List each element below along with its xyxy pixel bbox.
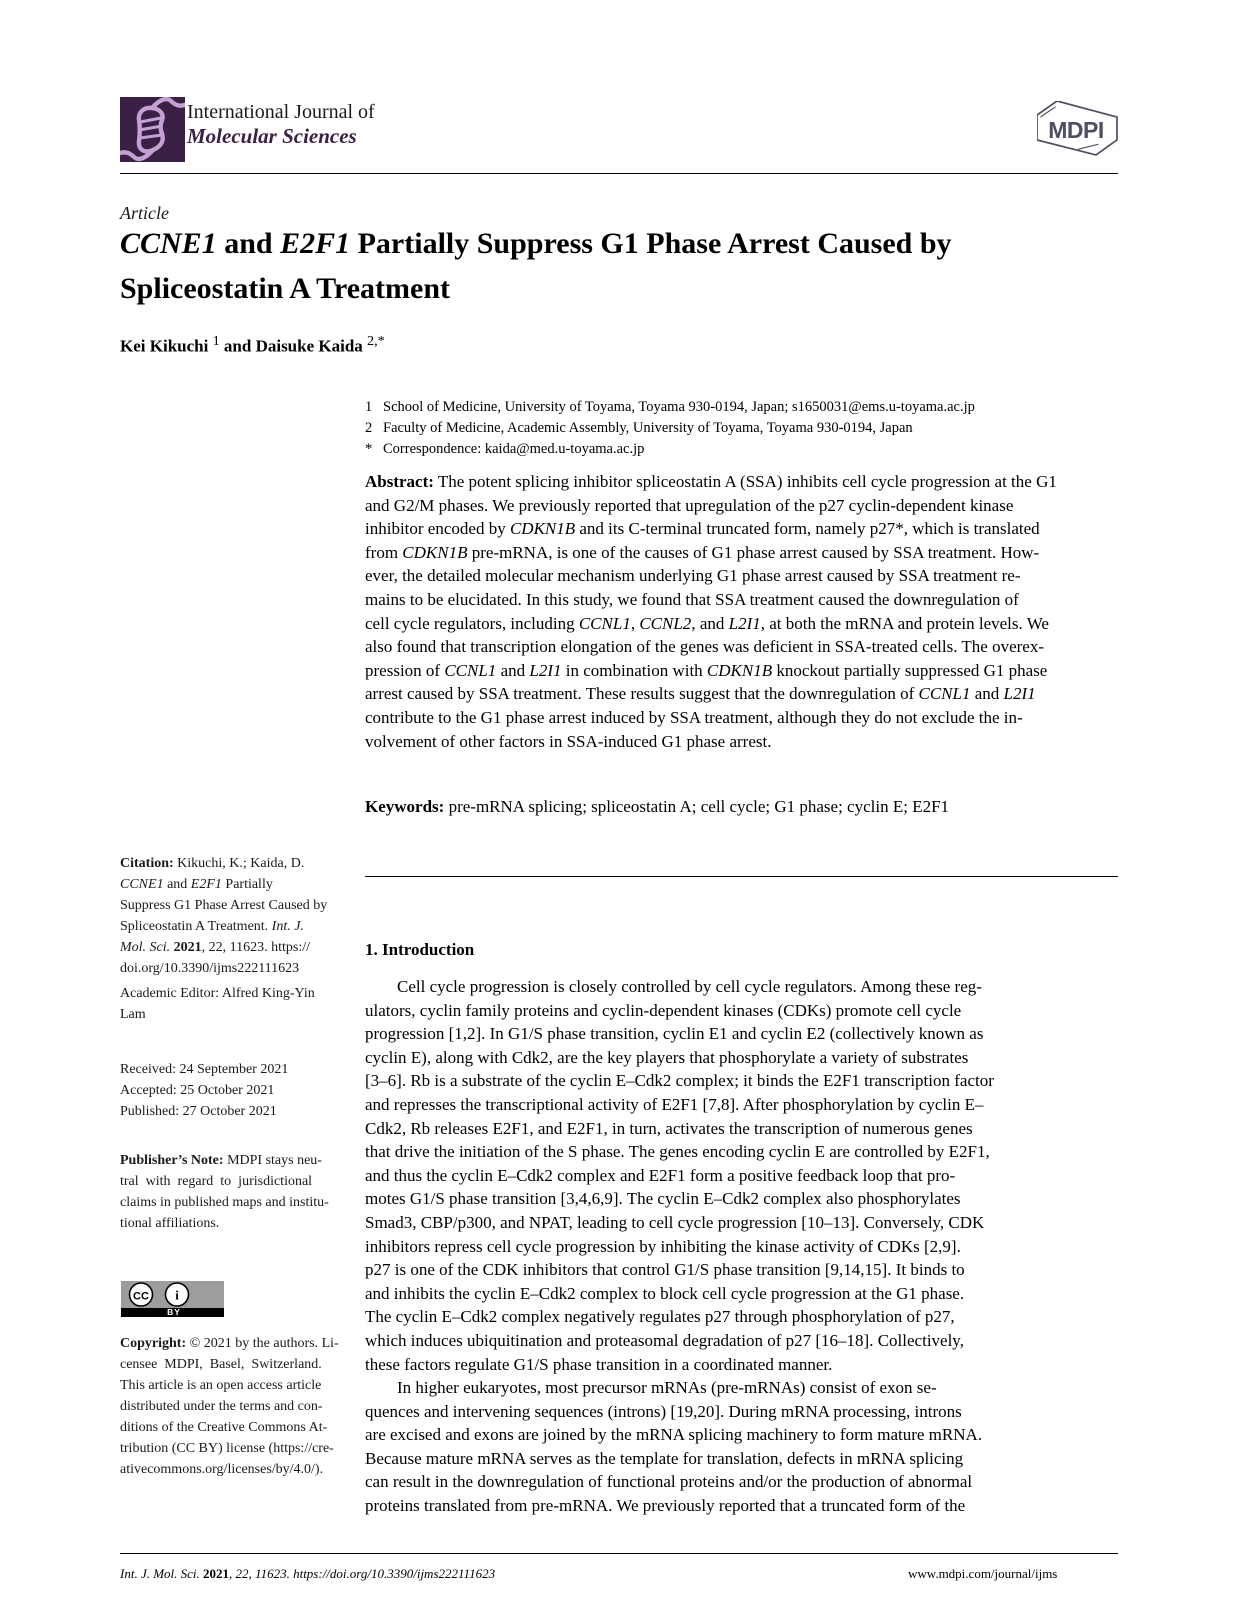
- svg-text:MDPI: MDPI: [1048, 117, 1104, 143]
- svg-text:i: i: [175, 1288, 179, 1303]
- svg-text:CC: CC: [133, 1291, 149, 1303]
- svg-text:BY: BY: [167, 1307, 181, 1317]
